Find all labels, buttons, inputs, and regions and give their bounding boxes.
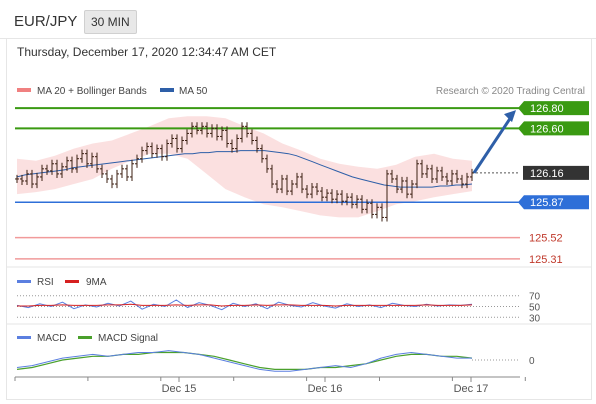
ma50-legend-label: MA 50 xyxy=(179,86,208,97)
rsi-legend-label: RSI xyxy=(37,277,54,288)
current-price-label: 126.16 xyxy=(530,168,564,180)
rsi-ma9-line xyxy=(17,303,473,307)
chart-panel xyxy=(6,38,592,400)
support-label-5: 125.31 xyxy=(529,254,563,266)
current-price-tag xyxy=(523,165,589,180)
x-tick-label: Dec 16 xyxy=(308,383,343,395)
macd-legend-label: MACD xyxy=(37,333,66,344)
ma20-legend-label: MA 20 + Bollinger Bands xyxy=(37,86,147,97)
macd-panel: 0 xyxy=(16,350,535,372)
ma50-line xyxy=(16,150,473,188)
macd-zero-label: 0 xyxy=(529,356,535,367)
rsi-level-label: 70 xyxy=(529,292,541,303)
rsi-legend-swatch xyxy=(17,280,31,283)
support-label-4: 125.52 xyxy=(529,233,563,245)
macd-legend-swatch xyxy=(17,336,31,339)
x-axis: Dec 15 Dec 16 Dec 17 xyxy=(14,376,526,395)
timeframe-button[interactable]: 30 MIN xyxy=(84,10,137,34)
resistance-tag-0 xyxy=(518,101,589,116)
rsi-level-label: 50 xyxy=(529,303,541,314)
support-label-3: 125.87 xyxy=(530,197,564,209)
pair-title: EUR/JPY xyxy=(14,13,78,30)
bollinger-band xyxy=(17,116,472,218)
forecast-arrow xyxy=(472,116,513,174)
macd-signal-legend-label: MACD Signal xyxy=(98,333,158,344)
forecast-arrowhead xyxy=(504,110,516,123)
rsi-level-label: 30 xyxy=(529,313,541,324)
macd-signal-legend-swatch xyxy=(78,336,92,339)
ma9-legend-swatch xyxy=(65,280,79,283)
support-tag-3 xyxy=(518,195,589,210)
x-tick-label: Dec 15 xyxy=(162,383,197,395)
macd-line xyxy=(16,350,472,372)
resistance-label-1: 126.60 xyxy=(530,123,564,135)
price-panel: 126.80 126.60 126.16 125.87 125.52 125.31 xyxy=(15,101,589,266)
resistance-label-0: 126.80 xyxy=(530,103,564,115)
x-tick-label: Dec 17 xyxy=(454,383,489,395)
credit-text: Research © 2020 Trading Central xyxy=(436,86,585,97)
rsi-line xyxy=(16,299,473,311)
top-bar: EUR/JPY 30 MIN xyxy=(0,0,596,39)
ma50-legend-swatch xyxy=(160,88,174,92)
macd-signal-line xyxy=(16,351,473,370)
timestamp: Thursday, December 17, 2020 12:34:47 AM … xyxy=(17,45,277,59)
ma9-legend-label: 9MA xyxy=(86,277,107,288)
resistance-tag-1 xyxy=(518,121,589,136)
ma20-legend-swatch xyxy=(17,88,31,92)
